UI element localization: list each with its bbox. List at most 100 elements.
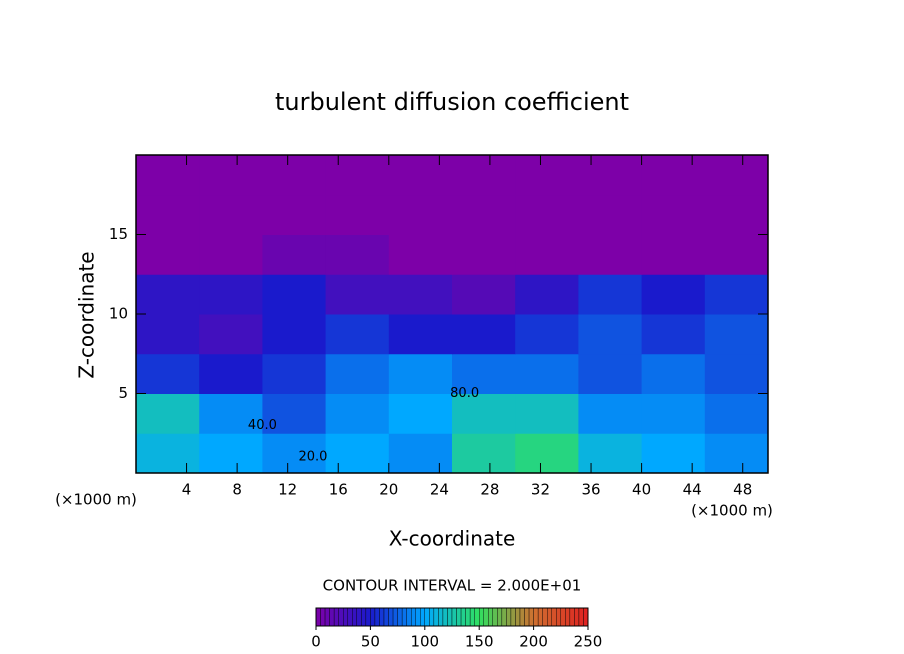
- cell: [515, 234, 579, 275]
- y-unit: (×1000 m): [55, 491, 137, 509]
- cell: [199, 274, 263, 315]
- cell: [388, 433, 453, 474]
- cell: [262, 155, 327, 196]
- colorbar-swatch: [447, 607, 453, 627]
- cell: [452, 353, 516, 394]
- cell: [136, 155, 200, 196]
- cell: [199, 353, 263, 394]
- colorbar-swatch: [338, 607, 344, 627]
- cell: [199, 194, 263, 235]
- x-tick-label: 16: [329, 481, 348, 499]
- cell: [641, 314, 706, 355]
- x-tick-label: 8: [232, 481, 242, 499]
- colorbar-tick-label: 200: [519, 633, 548, 651]
- colorbar-swatch: [365, 607, 371, 627]
- cell: [199, 314, 263, 355]
- cell: [704, 194, 769, 235]
- colorbar-swatch: [456, 607, 462, 627]
- cell: [641, 155, 706, 196]
- chart-title: turbulent diffusion coefficient: [275, 88, 629, 116]
- colorbar-swatch: [497, 607, 503, 627]
- cell: [325, 393, 390, 434]
- cell: [452, 433, 516, 474]
- colorbar-swatch: [551, 607, 557, 627]
- cell: [641, 194, 706, 235]
- colorbar-swatch: [465, 607, 471, 627]
- y-tick-label: 10: [109, 305, 128, 323]
- cell: [136, 194, 200, 235]
- cell: [262, 393, 327, 434]
- colorbar-swatch: [333, 607, 339, 627]
- cell: [136, 274, 200, 315]
- colorbar-swatch: [506, 607, 512, 627]
- cell: [578, 155, 643, 196]
- colorbar-swatch: [474, 607, 480, 627]
- cell: [704, 155, 769, 196]
- cell: [325, 274, 390, 315]
- cell: [325, 433, 390, 474]
- cell: [704, 314, 769, 355]
- cell: [136, 234, 200, 275]
- cell: [578, 194, 643, 235]
- colorbar-swatch: [429, 607, 435, 627]
- contour-label: 40.0: [248, 418, 277, 433]
- colorbar-tick-label: 150: [465, 633, 494, 651]
- cell: [452, 274, 516, 315]
- x-tick-label: 4: [182, 481, 192, 499]
- colorbar-frame: [315, 607, 589, 627]
- colorbar-swatch: [537, 607, 543, 627]
- colorbar-swatch: [451, 607, 457, 627]
- colorbar-swatch: [388, 607, 394, 627]
- colorbar-swatch: [383, 607, 389, 627]
- cell: [388, 314, 453, 355]
- cell: [704, 393, 769, 434]
- cell: [199, 433, 263, 474]
- colorbar-tick-label: 250: [574, 633, 603, 651]
- x-tick-label: 32: [531, 481, 550, 499]
- cell: [136, 433, 200, 474]
- x-unit: (×1000 m): [691, 502, 773, 520]
- colorbar-swatch: [329, 607, 335, 627]
- colorbar-swatch: [510, 607, 516, 627]
- cell: [641, 393, 706, 434]
- x-tick-label: 40: [632, 481, 651, 499]
- x-tick-label: 36: [581, 481, 600, 499]
- cell: [136, 393, 200, 434]
- colorbar-swatch: [424, 607, 430, 627]
- cell: [641, 274, 706, 315]
- cell: [136, 353, 200, 394]
- cell: [578, 314, 643, 355]
- colorbar-swatch: [501, 607, 507, 627]
- colorbar-swatch: [420, 607, 425, 627]
- colorbar-swatch: [533, 607, 539, 627]
- cell: [388, 155, 453, 196]
- cell: [388, 234, 453, 275]
- colorbar-swatch: [374, 607, 380, 627]
- colorbar-swatch: [433, 607, 439, 627]
- cell: [388, 194, 453, 235]
- cell: [262, 353, 327, 394]
- contour-label: 20.0: [298, 450, 327, 465]
- y-tick-label: 15: [109, 225, 128, 243]
- cell: [515, 433, 579, 474]
- colorbar-swatch: [483, 607, 489, 627]
- colorbar-swatch: [528, 607, 534, 627]
- cell: [452, 393, 516, 434]
- colorbar-swatch: [415, 607, 421, 627]
- x-tick-label: 44: [683, 481, 702, 499]
- x-tick-label: 48: [733, 481, 752, 499]
- colorbar-swatch: [397, 607, 403, 627]
- colorbar-tick-label: 100: [410, 633, 439, 651]
- cell: [388, 393, 453, 434]
- cell: [325, 314, 390, 355]
- cell: [136, 314, 200, 355]
- colorbar-swatch: [578, 607, 584, 627]
- colorbar-swatch: [392, 607, 398, 627]
- cell: [704, 353, 769, 394]
- cell: [704, 234, 769, 275]
- colorbar-swatch: [556, 607, 561, 627]
- colorbar-swatch: [356, 607, 362, 627]
- cell: [452, 234, 516, 275]
- colorbar-swatch: [352, 607, 357, 627]
